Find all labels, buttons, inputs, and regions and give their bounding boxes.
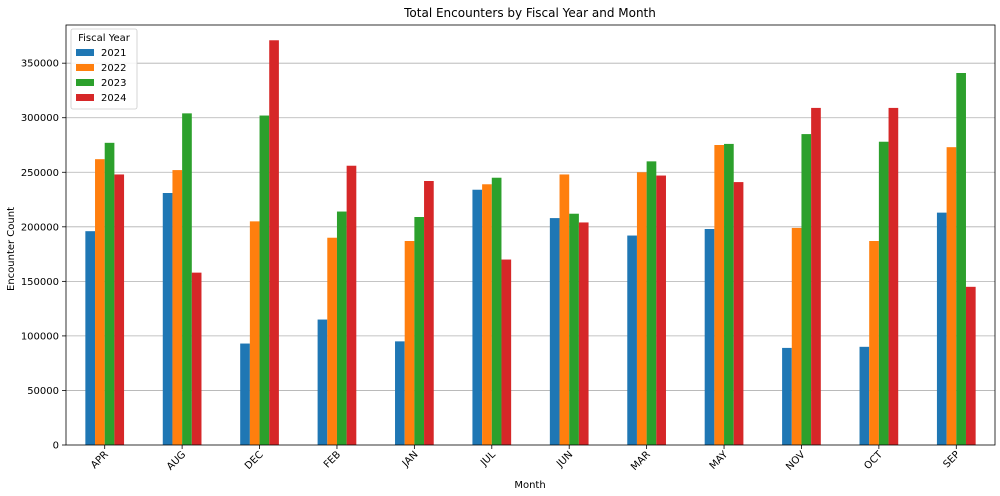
bar-2022-jan [404,241,415,445]
bar-2022-sep [946,147,957,445]
bar-2022-apr [95,159,105,445]
bar-2023-jun [569,213,579,445]
y-tick-label: 350000 [21,59,59,70]
bar-2024-jan [424,181,434,445]
x-tick-label: MAY [708,449,731,472]
bar-2021-sep [936,212,947,445]
bar-2021-jan [395,341,405,445]
x-tick-label: NOV [784,449,807,472]
bar-2022-oct [869,241,879,445]
legend-label-2022: 2022 [101,63,126,74]
bar-2023-jan [414,217,425,445]
legend-title: Fiscal Year [78,33,131,44]
bar-2022-dec [249,221,260,445]
bar-2021-dec [240,343,250,445]
legend-swatch-2024 [76,94,94,101]
bar-2022-jul [482,184,492,446]
bar-2022-may [714,145,725,445]
bar-2021-apr [85,231,96,445]
legend-swatch-2023 [76,79,94,86]
y-tick-label: 300000 [21,113,59,124]
bar-2023-apr [104,142,115,445]
bar-2021-may [704,229,715,445]
bar-2021-aug [162,193,173,445]
y-tick-label: 200000 [21,222,59,233]
legend-swatch-2022 [76,64,94,71]
bar-2023-nov [801,134,812,445]
x-tick-label: APR [89,449,111,471]
axes [62,24,996,449]
bar-2021-oct [859,346,870,445]
x-tick-label: SEP [941,449,962,470]
legend: Fiscal Year 2021 2022 2023 2024 [70,28,138,110]
bar-2023-feb [336,211,347,445]
bar-2024-mar [656,175,666,445]
bar-2023-jul [491,177,502,445]
x-tick-label: OCT [862,449,885,472]
bar-2021-mar [627,235,637,445]
bar-2024-oct [888,107,899,445]
bar-2023-sep [956,73,966,445]
x-tick-label: JUN [554,449,575,470]
y-tick-label: 250000 [21,168,59,179]
bar-2022-feb [327,237,337,445]
bar-2024-aug [191,272,202,445]
bar-2022-jun [559,174,570,446]
bar-2024-nov [811,107,821,445]
bar-2024-jul [501,259,512,445]
plot-frame [65,24,996,446]
y-tick-label: 150000 [21,277,59,288]
legend-swatch-2021 [76,49,94,56]
bar-2023-mar [646,161,657,445]
bar-2023-dec [259,115,270,445]
bars [85,40,976,446]
bar-2021-nov [782,347,792,445]
y-tick-label: 50000 [27,386,59,397]
y-tick-label: 100000 [21,331,59,342]
bar-2022-nov [791,227,802,445]
legend-label-2023: 2023 [101,78,126,89]
x-tick-label: JUL [478,449,498,469]
y-axis-title: Encounter Count [6,207,17,291]
x-tick-label: MAR [629,449,653,473]
bar-2023-may [724,143,734,445]
legend-label-2024: 2024 [101,93,126,104]
x-tick-label: DEC [243,449,266,472]
bar-2021-jun [549,218,560,445]
x-tick-label: FEB [322,449,343,470]
chart-title: Total Encounters by Fiscal Year and Mont… [403,6,656,20]
bar-2021-jul [472,189,483,445]
bar-2024-may [733,182,744,445]
bar-2024-apr [114,174,125,446]
bar-2023-oct [878,141,889,445]
x-tick-label: JAN [400,449,421,470]
bar-2023-aug [182,113,192,445]
gridlines [66,62,995,391]
bar-2024-feb [346,165,357,445]
x-tick-label: AUG [165,449,188,472]
bar-2024-dec [269,40,279,445]
bar-2024-sep [965,286,976,445]
x-axis-title: Month [514,480,545,491]
bar-2021-feb [317,319,328,445]
bar-2024-jun [578,222,589,445]
y-tick-label: 0 [53,441,59,452]
bar-2022-aug [172,170,183,445]
legend-label-2021: 2021 [101,48,126,59]
bar-2022-mar [636,172,647,446]
